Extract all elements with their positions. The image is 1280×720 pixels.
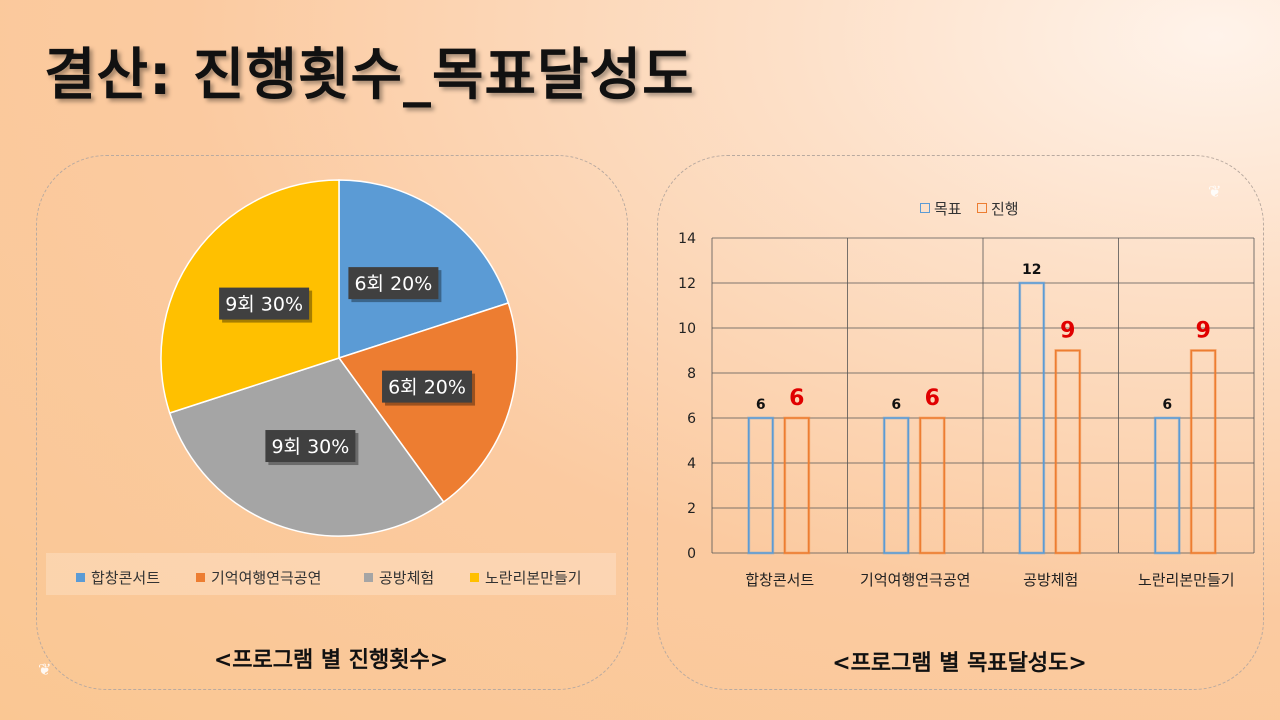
bar-glow bbox=[918, 416, 946, 555]
bar-data-label: 9 bbox=[1196, 319, 1211, 344]
legend-label: 기억여행연극공연 bbox=[211, 569, 322, 587]
legend-label: 합창콘서트 bbox=[91, 569, 161, 587]
pie-legend: 합창콘서트 기억여행연극공연 공방체험 노란리본만들기 bbox=[46, 553, 616, 595]
legend-label: 노란리본만들기 bbox=[485, 569, 582, 587]
bar-glow bbox=[1189, 349, 1217, 555]
data-label-box bbox=[382, 370, 473, 403]
legend-swatch bbox=[977, 203, 987, 213]
legend-label: 공방체험 bbox=[379, 569, 435, 587]
butterfly-icon: ❦ bbox=[38, 660, 52, 679]
pie-chart-panel bbox=[36, 155, 628, 690]
bar-glow bbox=[1054, 349, 1082, 555]
bar bbox=[1154, 417, 1181, 554]
bar bbox=[1190, 349, 1217, 554]
pie-chart-caption: <프로그램 별 진행횟수> bbox=[213, 648, 449, 673]
pie-legend-item: 노란리본만들기 bbox=[470, 567, 582, 588]
bar-glow bbox=[783, 416, 811, 555]
bar bbox=[747, 417, 774, 554]
y-tick-label: 8 bbox=[687, 366, 696, 382]
y-tick-label: 6 bbox=[687, 411, 696, 427]
bar-data-label: 6 bbox=[925, 386, 940, 411]
bar-data-label: 6 bbox=[891, 397, 901, 413]
bar bbox=[783, 417, 810, 554]
bar-data-label: 6 bbox=[1162, 397, 1172, 413]
x-tick-label: 기억여행연극공연 bbox=[860, 571, 970, 589]
x-tick-label: 공방체험 bbox=[1023, 571, 1078, 589]
legend-label: 목표 bbox=[934, 200, 962, 218]
pie-data-label: 6회 20% bbox=[354, 273, 432, 295]
legend-swatch bbox=[364, 573, 373, 582]
bar-glow bbox=[1153, 416, 1181, 555]
bar-data-label: 9 bbox=[1060, 319, 1075, 344]
pie-legend-item: 기억여행연극공연 bbox=[196, 567, 321, 588]
x-tick-label: 합창콘서트 bbox=[745, 571, 814, 589]
pie-data-label: 6회 20% bbox=[388, 377, 466, 399]
bar bbox=[1018, 282, 1045, 554]
legend-swatch bbox=[76, 573, 85, 582]
bar-glow bbox=[747, 416, 775, 555]
data-label-box bbox=[219, 287, 310, 320]
y-tick-label: 0 bbox=[687, 546, 696, 562]
y-tick-label: 4 bbox=[687, 456, 696, 472]
page-title: 결산: 진행횟수_목표달성도 bbox=[44, 43, 695, 108]
bar-chart-caption: <프로그램 별 목표달성도> bbox=[832, 651, 1087, 676]
legend-swatch bbox=[920, 203, 930, 213]
pie-data-label: 9회 30% bbox=[271, 436, 349, 458]
bar-legend-item: 진행 bbox=[977, 198, 1019, 219]
bar-data-label: 6 bbox=[756, 397, 766, 413]
bar bbox=[919, 417, 946, 554]
bar-data-label: 12 bbox=[1022, 262, 1041, 278]
data-label-box bbox=[348, 267, 439, 300]
bar bbox=[1054, 349, 1081, 554]
bar-data-label: 6 bbox=[789, 386, 804, 411]
y-tick-label: 12 bbox=[678, 276, 696, 292]
pie-legend-item: 공방체험 bbox=[364, 567, 434, 588]
y-tick-label: 2 bbox=[687, 501, 696, 517]
butterfly-icon: ❦ bbox=[1208, 182, 1222, 201]
bar-glow bbox=[882, 416, 910, 555]
legend-label: 진행 bbox=[991, 200, 1019, 218]
data-label-box bbox=[265, 430, 356, 463]
y-tick-label: 14 bbox=[678, 231, 696, 247]
bar-chart-panel bbox=[657, 155, 1264, 690]
legend-swatch bbox=[196, 573, 205, 582]
legend-swatch bbox=[470, 573, 479, 582]
x-tick-label: 노란리본만들기 bbox=[1138, 571, 1235, 589]
y-tick-label: 10 bbox=[678, 321, 696, 337]
bar bbox=[883, 417, 910, 554]
pie-data-label: 9회 30% bbox=[225, 294, 303, 316]
pie-legend-item: 합창콘서트 bbox=[76, 567, 160, 588]
bar-legend-item: 목표 bbox=[920, 198, 962, 219]
